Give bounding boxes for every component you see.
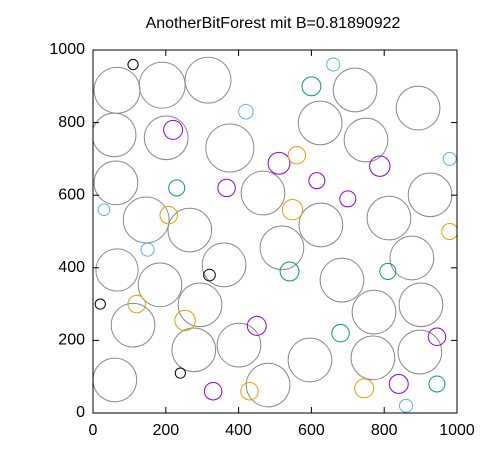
x-tick-label: 0 — [89, 422, 98, 439]
bubble — [319, 257, 365, 303]
bubble — [398, 282, 444, 328]
bubble — [174, 309, 196, 332]
bubble — [279, 261, 300, 282]
bubble — [203, 381, 223, 401]
bubble — [407, 172, 453, 218]
bubble — [287, 337, 333, 383]
bubble — [388, 373, 409, 394]
bubble — [298, 202, 344, 248]
bubble — [238, 103, 254, 120]
bubble — [97, 203, 111, 217]
plot-area — [93, 56, 457, 413]
chart-title: AnotherBitForest mit B=0.81890922 — [146, 15, 401, 32]
bubble — [397, 329, 443, 375]
bubble — [343, 117, 389, 163]
bubble — [427, 327, 447, 347]
bubble — [441, 222, 457, 241]
bubble — [184, 56, 232, 104]
bubble — [245, 362, 291, 408]
bubble — [331, 323, 350, 343]
bubble — [339, 190, 357, 208]
bubble — [350, 335, 396, 381]
bubble — [398, 398, 414, 413]
bubble — [127, 294, 146, 314]
bubble — [217, 178, 236, 198]
y-tick-label: 200 — [58, 332, 85, 349]
bubble — [140, 242, 155, 257]
bubble — [171, 327, 217, 373]
y-tick-label: 400 — [58, 259, 85, 276]
x-tick-label: 600 — [298, 422, 325, 439]
bubble — [351, 289, 397, 335]
bubble — [428, 375, 446, 393]
bubble — [442, 151, 457, 166]
bubble — [301, 76, 322, 97]
bubble — [259, 225, 305, 271]
bubble — [93, 357, 138, 403]
bubble — [168, 179, 186, 197]
bubble — [94, 298, 106, 310]
bubble — [167, 207, 213, 253]
bubble — [205, 123, 255, 173]
bubble — [354, 378, 375, 399]
plot-border — [92, 49, 458, 414]
bubble — [138, 61, 186, 109]
bubble — [163, 119, 184, 140]
bubble — [95, 248, 139, 292]
x-tick-label: 1000 — [439, 422, 475, 439]
bubble — [174, 367, 186, 379]
bubble — [395, 85, 441, 131]
bubble — [281, 199, 304, 221]
bubble — [326, 57, 341, 72]
bubble — [267, 151, 291, 175]
bubble — [332, 67, 378, 113]
bubble — [216, 322, 262, 368]
bubble — [177, 282, 223, 328]
bubble — [287, 146, 307, 165]
bubble — [159, 205, 178, 225]
bubble — [93, 66, 141, 114]
bubble — [308, 172, 326, 190]
y-tick-label: 1000 — [49, 41, 85, 58]
x-tick-label: 400 — [225, 422, 252, 439]
bubble — [122, 196, 170, 244]
bubble — [93, 112, 137, 158]
bubble — [201, 242, 247, 288]
bubble — [110, 302, 156, 348]
bubble — [246, 315, 267, 336]
y-tick-label: 0 — [76, 404, 85, 421]
bubble — [379, 262, 397, 280]
bubble — [240, 170, 286, 216]
bubble — [137, 262, 183, 308]
bubble — [203, 268, 216, 282]
bubble — [93, 160, 139, 206]
y-tick-label: 800 — [58, 114, 85, 131]
bubble — [389, 235, 435, 281]
bubble — [240, 381, 259, 401]
bubble — [369, 155, 391, 177]
y-tick-label: 600 — [58, 186, 85, 203]
x-tick-label: 200 — [152, 422, 179, 439]
bubble — [143, 115, 189, 161]
bubble — [297, 100, 343, 146]
bubble — [127, 58, 139, 71]
x-tick-label: 800 — [371, 422, 398, 439]
bubble — [366, 195, 412, 241]
